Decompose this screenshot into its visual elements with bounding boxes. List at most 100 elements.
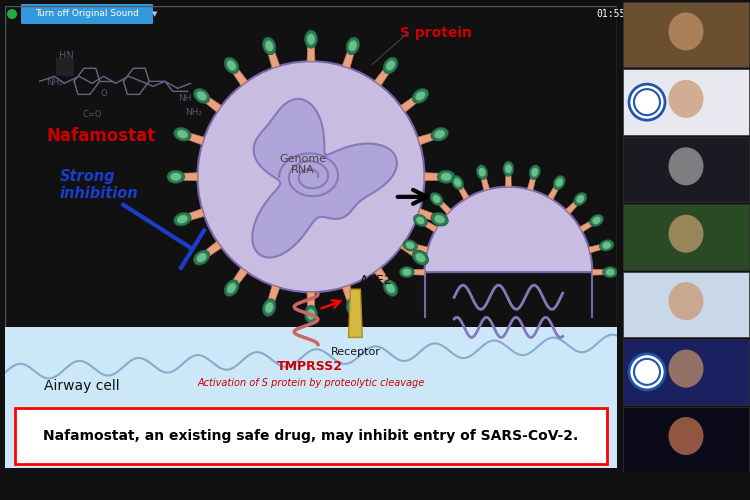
Ellipse shape (383, 57, 398, 74)
Ellipse shape (530, 165, 540, 180)
Text: Strong
inhibition: Strong inhibition (59, 168, 138, 201)
Ellipse shape (416, 216, 424, 224)
Ellipse shape (668, 417, 704, 455)
Ellipse shape (441, 172, 452, 181)
Ellipse shape (416, 253, 425, 262)
Ellipse shape (194, 88, 210, 104)
Text: S protein: S protein (400, 26, 472, 40)
Ellipse shape (403, 240, 418, 251)
Text: 01:55:39: 01:55:39 (596, 9, 644, 19)
Polygon shape (527, 172, 537, 190)
Polygon shape (580, 218, 598, 232)
FancyBboxPatch shape (623, 406, 749, 472)
Ellipse shape (167, 170, 184, 183)
Ellipse shape (668, 350, 704, 388)
Polygon shape (266, 45, 280, 68)
Ellipse shape (304, 306, 317, 324)
Ellipse shape (399, 266, 414, 278)
Ellipse shape (416, 92, 425, 100)
Polygon shape (566, 198, 582, 214)
Text: Receptor: Receptor (331, 348, 380, 358)
Text: Nafamostat, an existing safe drug, may inhibit entry of SARS-CoV-2.: Nafamostat, an existing safe drug, may i… (44, 429, 579, 443)
Ellipse shape (265, 302, 273, 313)
Polygon shape (410, 243, 428, 253)
Ellipse shape (478, 168, 486, 176)
Polygon shape (418, 131, 440, 145)
Circle shape (197, 61, 424, 292)
Ellipse shape (349, 40, 357, 52)
Ellipse shape (505, 164, 512, 173)
Polygon shape (419, 218, 437, 232)
Ellipse shape (383, 280, 398, 296)
Ellipse shape (349, 302, 357, 313)
Ellipse shape (503, 161, 514, 176)
Polygon shape (200, 242, 221, 260)
Polygon shape (455, 182, 469, 200)
FancyBboxPatch shape (623, 272, 749, 337)
Ellipse shape (599, 240, 614, 251)
Text: HN: HN (59, 51, 74, 61)
Ellipse shape (265, 40, 273, 52)
Ellipse shape (262, 299, 276, 316)
Ellipse shape (177, 215, 188, 224)
Polygon shape (349, 289, 362, 338)
Ellipse shape (433, 195, 440, 203)
Ellipse shape (437, 170, 455, 183)
Ellipse shape (170, 172, 182, 181)
Polygon shape (266, 286, 280, 308)
Polygon shape (229, 268, 248, 290)
Ellipse shape (386, 283, 395, 293)
FancyBboxPatch shape (21, 4, 153, 24)
Text: NH₂: NH₂ (46, 78, 64, 88)
Polygon shape (252, 99, 397, 258)
Ellipse shape (476, 165, 488, 180)
Ellipse shape (576, 195, 584, 203)
Polygon shape (400, 242, 422, 260)
Text: TMPRSS2: TMPRSS2 (277, 360, 343, 372)
Polygon shape (424, 172, 446, 181)
Polygon shape (374, 268, 393, 290)
Ellipse shape (574, 192, 586, 205)
Ellipse shape (606, 268, 614, 276)
Ellipse shape (668, 80, 704, 118)
Polygon shape (506, 168, 512, 187)
Ellipse shape (668, 148, 704, 186)
Polygon shape (182, 208, 204, 222)
Text: Membrane
fusion: Membrane fusion (442, 76, 516, 106)
Polygon shape (589, 243, 608, 253)
Ellipse shape (406, 242, 415, 249)
FancyBboxPatch shape (623, 204, 749, 270)
Ellipse shape (346, 37, 359, 54)
Ellipse shape (603, 266, 617, 278)
Ellipse shape (227, 283, 236, 293)
Ellipse shape (592, 216, 601, 224)
Ellipse shape (307, 309, 315, 320)
Ellipse shape (531, 168, 538, 176)
Ellipse shape (556, 178, 563, 187)
Polygon shape (200, 94, 221, 112)
Ellipse shape (304, 30, 317, 48)
Ellipse shape (668, 282, 704, 320)
FancyBboxPatch shape (623, 2, 749, 68)
Text: ▼: ▼ (152, 11, 157, 17)
Polygon shape (176, 172, 197, 181)
Ellipse shape (431, 128, 448, 141)
Ellipse shape (434, 215, 445, 224)
Ellipse shape (452, 176, 464, 190)
Ellipse shape (668, 12, 704, 51)
FancyBboxPatch shape (623, 339, 749, 404)
Ellipse shape (431, 212, 448, 226)
Ellipse shape (554, 176, 566, 190)
Polygon shape (307, 292, 315, 314)
Polygon shape (400, 94, 422, 112)
Polygon shape (229, 64, 248, 86)
Circle shape (629, 354, 665, 390)
Circle shape (629, 84, 665, 120)
Polygon shape (592, 269, 610, 275)
Polygon shape (182, 131, 204, 145)
Polygon shape (342, 286, 355, 308)
Ellipse shape (434, 130, 445, 138)
Ellipse shape (177, 130, 188, 138)
Ellipse shape (402, 268, 411, 276)
Text: O: O (100, 90, 107, 98)
